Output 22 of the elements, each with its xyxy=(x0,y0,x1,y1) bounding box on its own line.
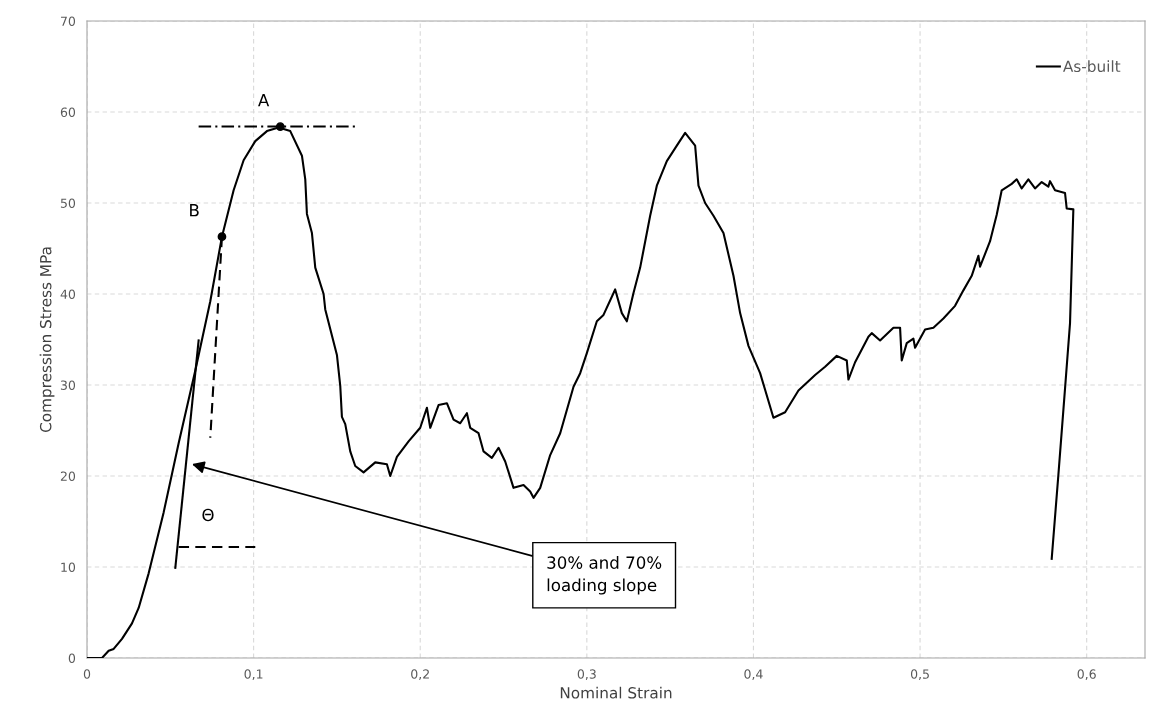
y-tick-label: 0 xyxy=(68,653,76,663)
y-tick-label: 30 xyxy=(60,380,76,390)
y-tick-label: 50 xyxy=(60,198,76,208)
x-tick-label: 0,1 xyxy=(244,669,263,681)
annotation: B xyxy=(190,204,199,217)
y-tick-label: 40 xyxy=(60,289,76,299)
y-tick-label: 70 xyxy=(61,16,76,26)
x-tick-label: 0,4 xyxy=(744,669,763,681)
legend-label: As-built xyxy=(1063,60,1121,73)
y-axis-title: Compression Stress MPa xyxy=(39,247,55,433)
annotation: A xyxy=(258,94,270,107)
y-tick-label: 60 xyxy=(60,107,76,117)
x-tick-label: 0,3 xyxy=(577,669,596,681)
x-tick-label: 0,2 xyxy=(411,669,429,681)
x-tick-label: 0,6 xyxy=(1077,669,1096,681)
x-tick-label: 0 xyxy=(83,669,91,679)
x-axis-title: Nominal Strain xyxy=(560,686,672,699)
y-tick-label: 20 xyxy=(60,471,76,481)
y-tick-label: 10 xyxy=(61,562,76,572)
annotation: Θ xyxy=(202,508,214,522)
x-tick-label: 0,5 xyxy=(910,669,929,681)
annotation: 30% and 70% loading slope xyxy=(547,555,662,595)
